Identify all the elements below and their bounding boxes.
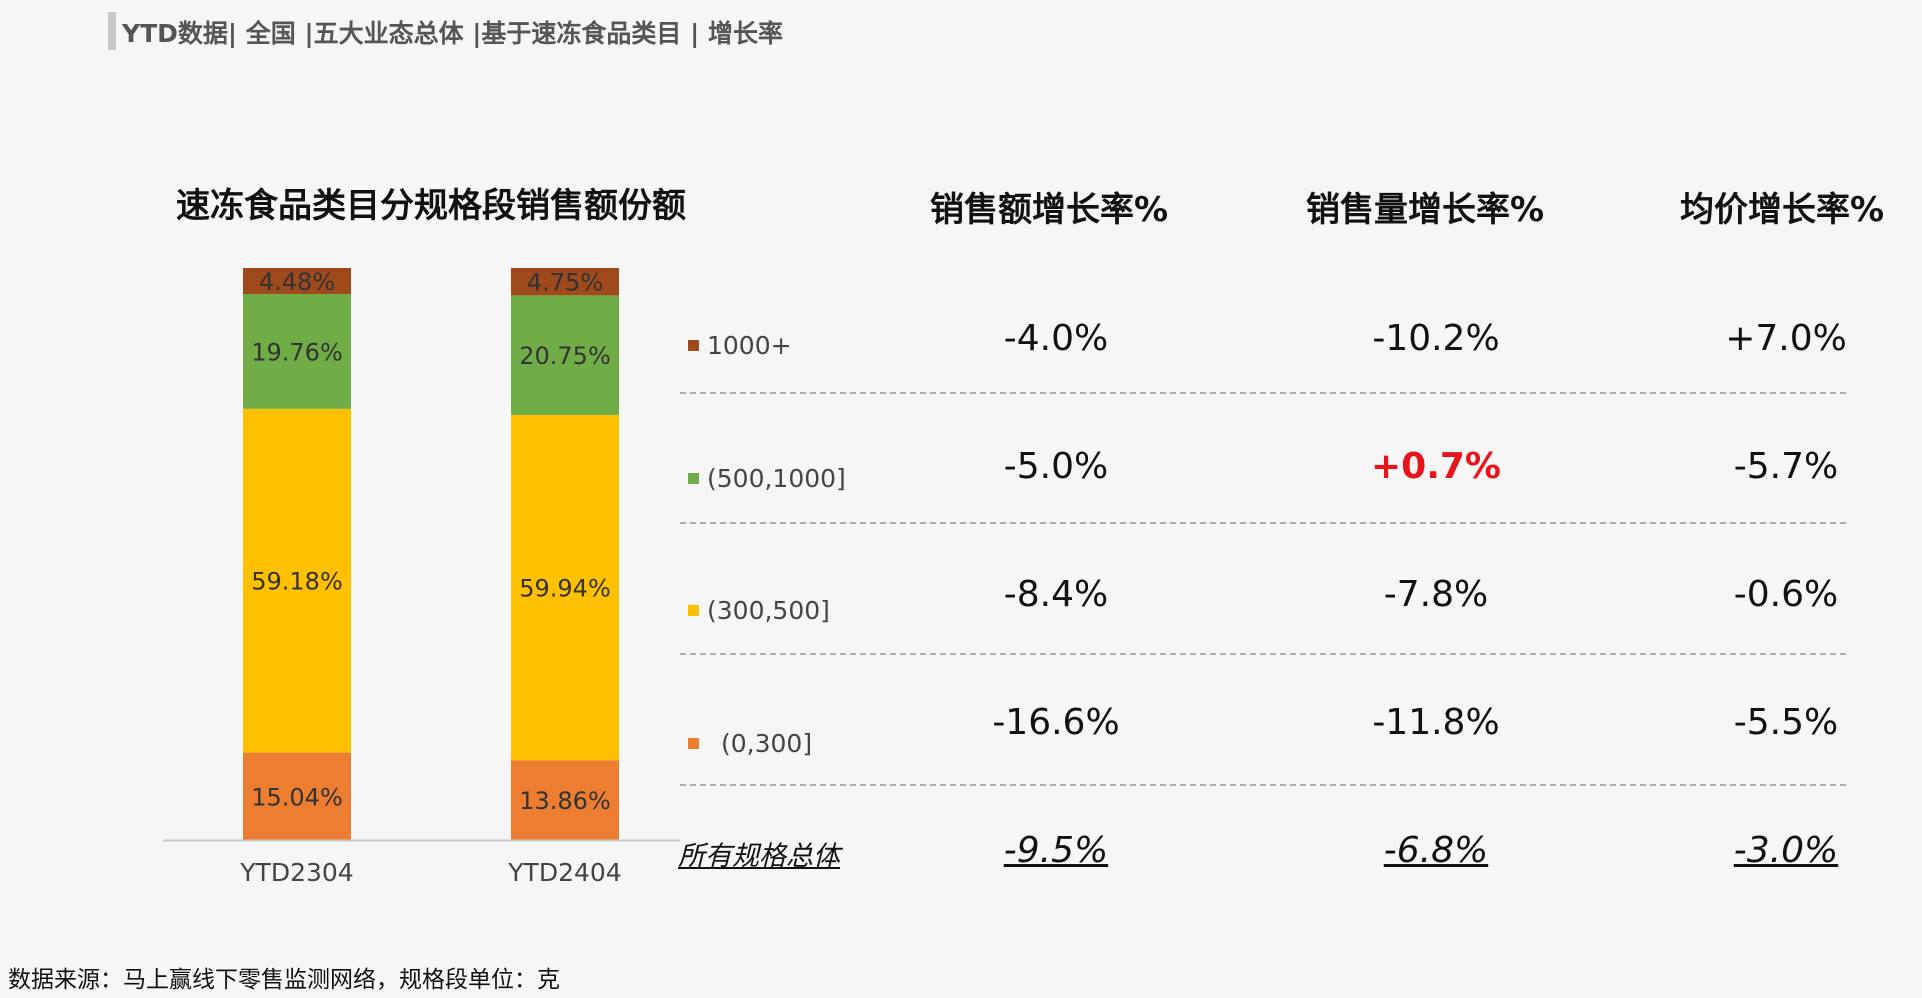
cell-1000plus-volume-growth: -10.2% [1372,318,1500,359]
header-accent-bar [108,12,116,50]
cell-total-volume-growth: -6.8% [1383,830,1489,871]
bar-data-label: 20.75% [519,342,611,370]
bar-segment [511,295,619,415]
total-row-label: 所有规格总体 [678,841,840,872]
bar-data-label: 59.18% [251,568,343,596]
legend-swatch [688,738,699,749]
cell-0-300-sales-growth: -16.6% [992,702,1120,743]
cell-500-1000-price-growth: -5.7% [1733,446,1839,487]
legend-item-500-1000: (500,1000] [688,464,846,493]
page-header: YTD数据| 全国 |五大业态总体 |基于速冻食品类目 | 增长率 [122,19,783,48]
cell-total-price-growth: -3.0% [1733,830,1839,871]
legend-swatch [688,605,699,616]
bar-segment [511,268,619,296]
legend-item-0-300: (0,300] [688,729,812,758]
bar-segment [243,268,351,295]
bar-segment [243,294,351,409]
bar-segment [511,760,619,840]
cell-0-300-volume-growth: -11.8% [1372,702,1500,743]
cell-300-500-price-growth: -0.6% [1733,574,1839,615]
x-tick-label: YTD2304 [239,858,353,887]
source-note: 数据来源：马上赢线下零售监测网络，规格段单位：克 [8,967,560,993]
cell-total-sales-growth: -9.5% [1003,830,1109,871]
legend-swatch [688,340,699,351]
column-header-price-growth: 均价增长率% [1680,190,1885,230]
chart-title: 速冻食品类目分规格段销售额份额 [176,186,686,226]
bar-segment [243,408,351,753]
bar-data-label: 59.94% [519,575,611,603]
cell-300-500-sales-growth: -8.4% [1003,574,1109,615]
bar-segment [511,414,619,761]
row-divider [680,653,1846,655]
legend-item-1000plus: 1000+ [688,331,792,360]
legend-label: (500,1000] [707,464,846,493]
cell-1000plus-sales-growth: -4.0% [1003,318,1109,359]
legend-label: (300,500] [707,596,830,625]
cell-0-300-price-growth: -5.5% [1733,702,1839,743]
cell-500-1000-volume-growth: +0.7% [1370,446,1501,487]
column-header-volume-growth: 销售量增长率% [1306,190,1545,230]
legend-label: 1000+ [707,331,792,360]
row-divider [680,522,1846,524]
row-divider [680,392,1846,394]
cell-1000plus-price-growth: +7.0% [1725,318,1847,359]
column-header-sales-growth: 销售额增长率% [930,190,1169,230]
legend-label: (0,300] [721,729,813,758]
x-tick-label: YTD2404 [507,858,621,887]
bar-segment [243,752,351,840]
cell-500-1000-sales-growth: -5.0% [1003,446,1109,487]
cell-300-500-volume-growth: -7.8% [1383,574,1489,615]
bar-data-label: 4.48% [259,268,335,296]
legend-swatch [688,473,699,484]
legend-item-300-500: (300,500] [688,596,830,625]
stacked-bar-chart: 15.04% 59.18% 19.76% 4.48% YTD2304 13.86% 59.9… [163,268,680,887]
bar-data-label: 15.04% [251,783,343,811]
bar-data-label: 13.86% [519,787,611,815]
bar-data-label: 4.75% [527,269,603,297]
row-divider [680,784,1846,786]
bar-data-label: 19.76% [251,338,343,366]
